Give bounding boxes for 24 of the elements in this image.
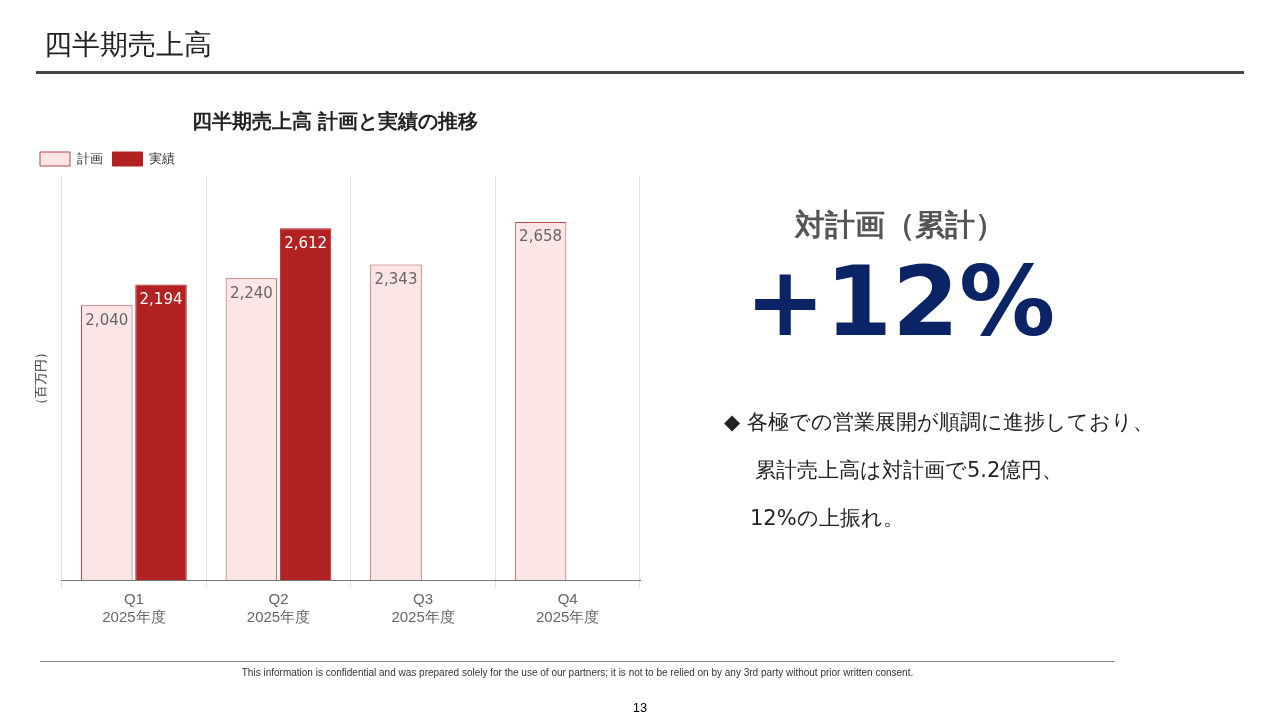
bar [279, 228, 332, 580]
chart-title: 四半期売上高 計画と実績の推移 [192, 109, 478, 132]
text: 13 [631, 700, 649, 715]
text: 対計画（累計） [793, 206, 1006, 244]
x-tick-label: Q2 2025年度 [246, 590, 311, 626]
text: ◆ 各極での営業展開が順調に進捗しており、 [723, 409, 1155, 436]
data-label: 2,612 [284, 233, 328, 252]
data-label: 2,343 [374, 269, 418, 288]
x-tick-label: Q1 2025年度 [102, 590, 166, 626]
data-label: 2,194 [139, 289, 183, 308]
data-label: 2,240 [229, 283, 273, 302]
text: 四半期売上高 [44, 27, 212, 63]
x-tick-label: Q3 2025年度 [391, 590, 455, 626]
y-axis-title: （百万円） [33, 345, 49, 411]
text: This information is confidential and was prepared solely for the use of our partners; it is not to be relied on by any 3rd party without prior written consent. [240, 667, 915, 678]
bar [135, 284, 187, 580]
text: +12% [743, 246, 1057, 358]
x-tick-label: Q4 2025年度 [536, 590, 600, 626]
data-label: 2,040 [85, 310, 129, 329]
legend-label: 実績 [149, 150, 175, 166]
legend-label: 計画 [76, 150, 103, 166]
data-label: 2,658 [519, 227, 563, 246]
text: 12%の上振れ。 [749, 505, 905, 532]
text: 累計売上高は対計画で5.2億円、 [754, 457, 1065, 484]
